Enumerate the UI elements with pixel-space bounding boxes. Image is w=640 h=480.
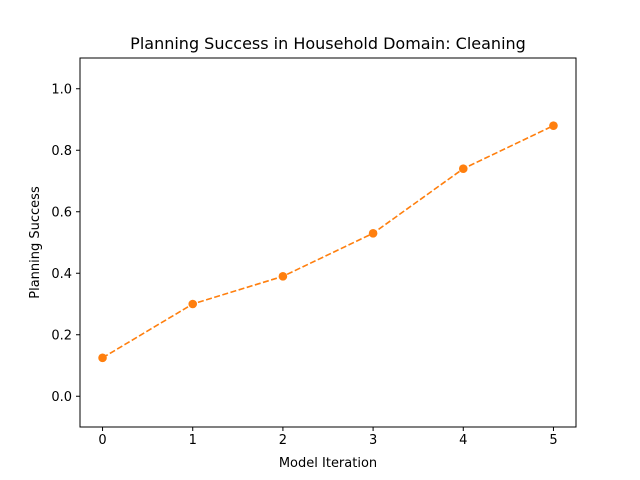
x-axis-label: Model Iteration <box>279 456 377 471</box>
plot-layer <box>98 121 558 363</box>
x-tick-label: 4 <box>459 433 467 448</box>
y-tick-label: 0.4 <box>51 267 72 282</box>
x-tick-label: 2 <box>279 433 287 448</box>
y-tick-label: 1.0 <box>51 82 72 97</box>
y-tick-label: 0.8 <box>51 144 72 159</box>
x-tick-label: 0 <box>98 433 106 448</box>
chart-title: Planning Success in Household Domain: Cl… <box>130 34 526 53</box>
plot-frame <box>79 57 577 428</box>
series-line <box>102 124 554 359</box>
y-axis-label: Planning Success <box>28 186 43 299</box>
data-point <box>98 353 107 363</box>
x-tick-label: 5 <box>549 433 557 448</box>
y-axis-ticks: 0.0 0.2 0.4 0.6 0.8 1.0 <box>51 82 80 405</box>
x-tick-label: 3 <box>369 433 377 448</box>
data-point <box>368 228 378 238</box>
data-point <box>458 164 468 173</box>
x-tick-label: 1 <box>189 433 197 448</box>
y-tick-label: 0.0 <box>51 390 72 405</box>
x-axis-ticks: 0 1 2 3 4 5 <box>98 427 558 448</box>
y-tick-label: 0.2 <box>51 328 72 343</box>
data-point <box>188 299 198 309</box>
data-point <box>549 121 558 130</box>
data-point <box>278 272 288 281</box>
y-tick-label: 0.6 <box>51 205 72 220</box>
